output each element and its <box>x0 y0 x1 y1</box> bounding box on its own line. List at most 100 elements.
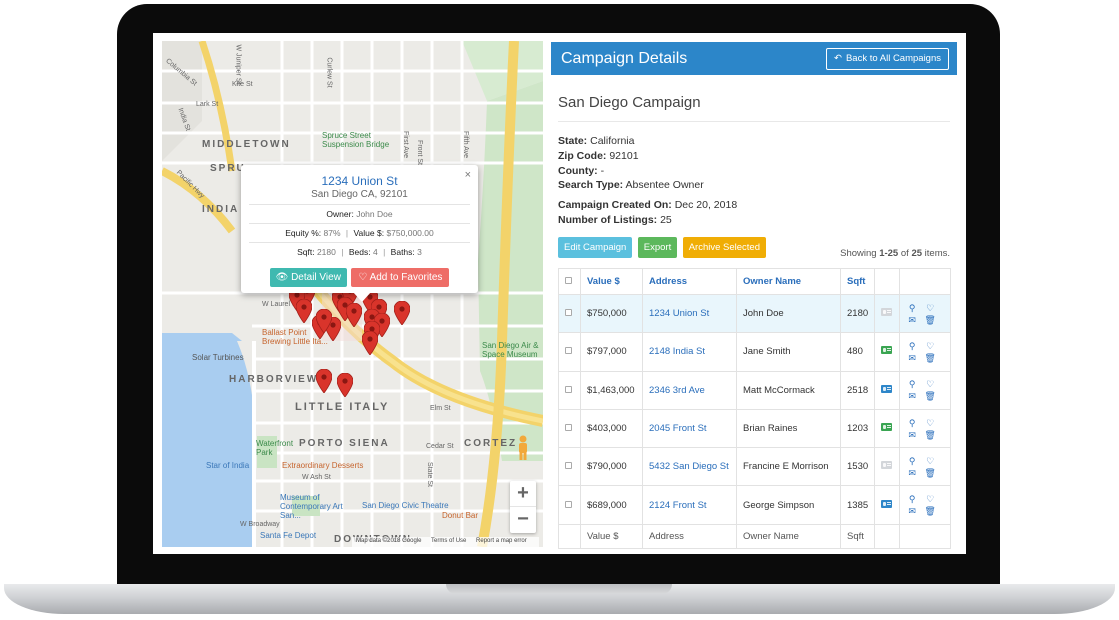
back-to-campaigns-button[interactable]: ↶ Back to All Campaigns <box>825 48 949 70</box>
row-select-cell[interactable] <box>558 293 581 334</box>
created-label: Campaign Created On: <box>558 199 672 211</box>
map-marker-icon[interactable] <box>337 373 353 397</box>
ballast-point-label: Ballast Point Brewing Little Ita... <box>262 328 328 346</box>
contact-card-icon[interactable] <box>881 461 893 470</box>
row-select-cell[interactable] <box>558 332 581 372</box>
info-listings: Number of Listings: 25 <box>558 214 672 226</box>
col-sqft[interactable]: Sqft <box>839 268 876 295</box>
heart-icon[interactable]: ♡ <box>926 417 935 428</box>
trash-icon[interactable]: 🗑︎ <box>924 467 936 478</box>
row-address-link[interactable]: 2346 3rd Ave <box>642 370 737 410</box>
col-owner[interactable]: Owner Name <box>736 268 841 295</box>
row-sqft: 1203 <box>839 408 876 449</box>
contact-card-icon[interactable] <box>881 423 893 432</box>
footer-address: Address <box>642 523 737 549</box>
add-to-favorites-button[interactable]: ♡ Add to Favorites <box>351 268 450 287</box>
trash-icon[interactable]: 🗑︎ <box>924 429 936 440</box>
heart-icon[interactable]: ♡ <box>926 379 935 390</box>
col-address[interactable]: Address <box>642 268 737 295</box>
map-marker-icon[interactable] <box>362 331 378 355</box>
divider <box>558 121 950 122</box>
table-row[interactable]: $403,000 2045 Front St Brian Raines 1203 ⚲ ♡ ✉… <box>558 408 951 449</box>
select-all-checkbox[interactable] <box>565 277 572 284</box>
trash-icon[interactable]: 🗑︎ <box>924 352 936 363</box>
popup-city: San Diego CA, 92101 <box>311 189 408 200</box>
popup-address-link[interactable]: 1234 Union St <box>321 174 398 188</box>
map-marker-icon[interactable] <box>316 369 332 393</box>
contact-card-icon[interactable] <box>881 308 893 317</box>
row-checkbox[interactable] <box>565 424 572 432</box>
report-link[interactable]: Report a map error <box>476 538 527 544</box>
heart-icon[interactable]: ♡ <box>926 302 935 313</box>
mail-icon[interactable]: ✉ <box>908 352 916 363</box>
table-row[interactable]: $790,000 5432 San Diego St Francine E Morr… <box>558 447 951 487</box>
export-button[interactable]: Export <box>637 237 678 258</box>
map[interactable]: MIDDLETOWN SPRU INDIA HARBORVIEW LITTLE … <box>162 41 543 547</box>
edit-campaign-button[interactable]: Edit Campaign <box>558 237 633 258</box>
row-checkbox[interactable] <box>565 347 572 355</box>
trash-icon[interactable]: 🗑︎ <box>924 391 936 402</box>
row-address-link[interactable]: 2124 Front St <box>642 485 737 525</box>
zoom-search-icon[interactable]: ⚲ <box>908 417 916 428</box>
archive-selected-button[interactable]: Archive Selected <box>682 237 766 258</box>
footer-empty <box>874 523 901 549</box>
row-select-cell[interactable] <box>558 408 581 449</box>
row-checkbox[interactable] <box>565 500 572 508</box>
close-icon[interactable]: × <box>464 169 471 181</box>
zip-label: Zip Code: <box>558 150 607 162</box>
row-select-cell[interactable] <box>558 447 581 487</box>
row-owner: Brian Raines <box>736 408 841 449</box>
row-card-cell <box>874 332 901 372</box>
row-select-cell[interactable] <box>558 485 581 525</box>
zoom-search-icon[interactable]: ⚲ <box>908 494 916 505</box>
contact-card-icon[interactable] <box>881 499 893 508</box>
heart-icon[interactable]: ♡ <box>926 455 935 466</box>
mail-icon[interactable]: ✉ <box>908 391 916 402</box>
zoom-in-button[interactable]: + <box>510 481 536 507</box>
row-address-link[interactable]: 2045 Front St <box>642 408 737 449</box>
zoom-out-button[interactable]: − <box>517 508 529 530</box>
terms-link[interactable]: Terms of Use <box>431 538 467 544</box>
map-marker-icon[interactable] <box>296 299 312 323</box>
row-card-cell <box>874 293 901 334</box>
showing-suffix: items. <box>924 248 950 259</box>
table-row[interactable]: $750,000 1234 Union St John Doe 2180 ⚲ ♡ ✉ 🗑︎ <box>558 293 951 334</box>
heart-icon[interactable]: ♡ <box>926 494 935 505</box>
mail-icon[interactable]: ✉ <box>908 506 916 517</box>
row-address-link[interactable]: 5432 San Diego St <box>642 447 737 487</box>
row-address-link[interactable]: 1234 Union St <box>642 293 737 334</box>
zoom-search-icon[interactable]: ⚲ <box>908 379 916 390</box>
street-view-pegman-icon[interactable] <box>514 435 532 461</box>
contact-card-icon[interactable] <box>881 346 893 355</box>
table-row[interactable]: $689,000 2124 Front St George Simpson 1385 ⚲… <box>558 485 951 525</box>
row-checkbox[interactable] <box>565 385 572 393</box>
panel-title: Campaign Details <box>561 50 688 67</box>
row-address-link[interactable]: 2148 India St <box>642 332 737 372</box>
table-row[interactable]: $1,463,000 2346 3rd Ave Matt McCormack 2518… <box>558 370 951 410</box>
row-checkbox[interactable] <box>565 462 572 470</box>
map-marker-icon[interactable] <box>316 309 332 333</box>
heart-icon[interactable]: ♡ <box>926 340 935 351</box>
zoom-search-icon[interactable]: ⚲ <box>908 302 916 313</box>
search-type-label: Search Type: <box>558 179 624 191</box>
trash-icon[interactable]: 🗑︎ <box>924 314 936 325</box>
zoom-search-icon[interactable]: ⚲ <box>908 455 916 466</box>
row-checkbox[interactable] <box>565 309 572 317</box>
row-select-cell[interactable] <box>558 370 581 410</box>
map-marker-icon[interactable] <box>346 303 362 327</box>
created-value: Dec 20, 2018 <box>674 199 738 211</box>
mail-icon[interactable]: ✉ <box>908 429 916 440</box>
col-value[interactable]: Value $ <box>580 268 643 295</box>
road-label: State St <box>425 462 433 487</box>
zoom-search-icon[interactable]: ⚲ <box>908 340 916 351</box>
trash-icon[interactable]: 🗑︎ <box>924 506 936 517</box>
civic-theatre-label: San Diego Civic Theatre <box>362 501 449 510</box>
mail-icon[interactable]: ✉ <box>908 467 916 478</box>
mail-icon[interactable]: ✉ <box>908 314 916 325</box>
table-row[interactable]: $797,000 2148 India St Jane Smith 480 ⚲ ♡ ✉ 🗑︎ <box>558 332 951 372</box>
select-all-cell[interactable] <box>558 268 581 295</box>
table-footer-row: Value $ Address Owner Name Sqft <box>558 523 951 549</box>
map-marker-icon[interactable] <box>394 301 410 325</box>
contact-card-icon[interactable] <box>881 384 893 393</box>
detail-view-button[interactable]: 👁︎ Detail View <box>269 268 347 287</box>
